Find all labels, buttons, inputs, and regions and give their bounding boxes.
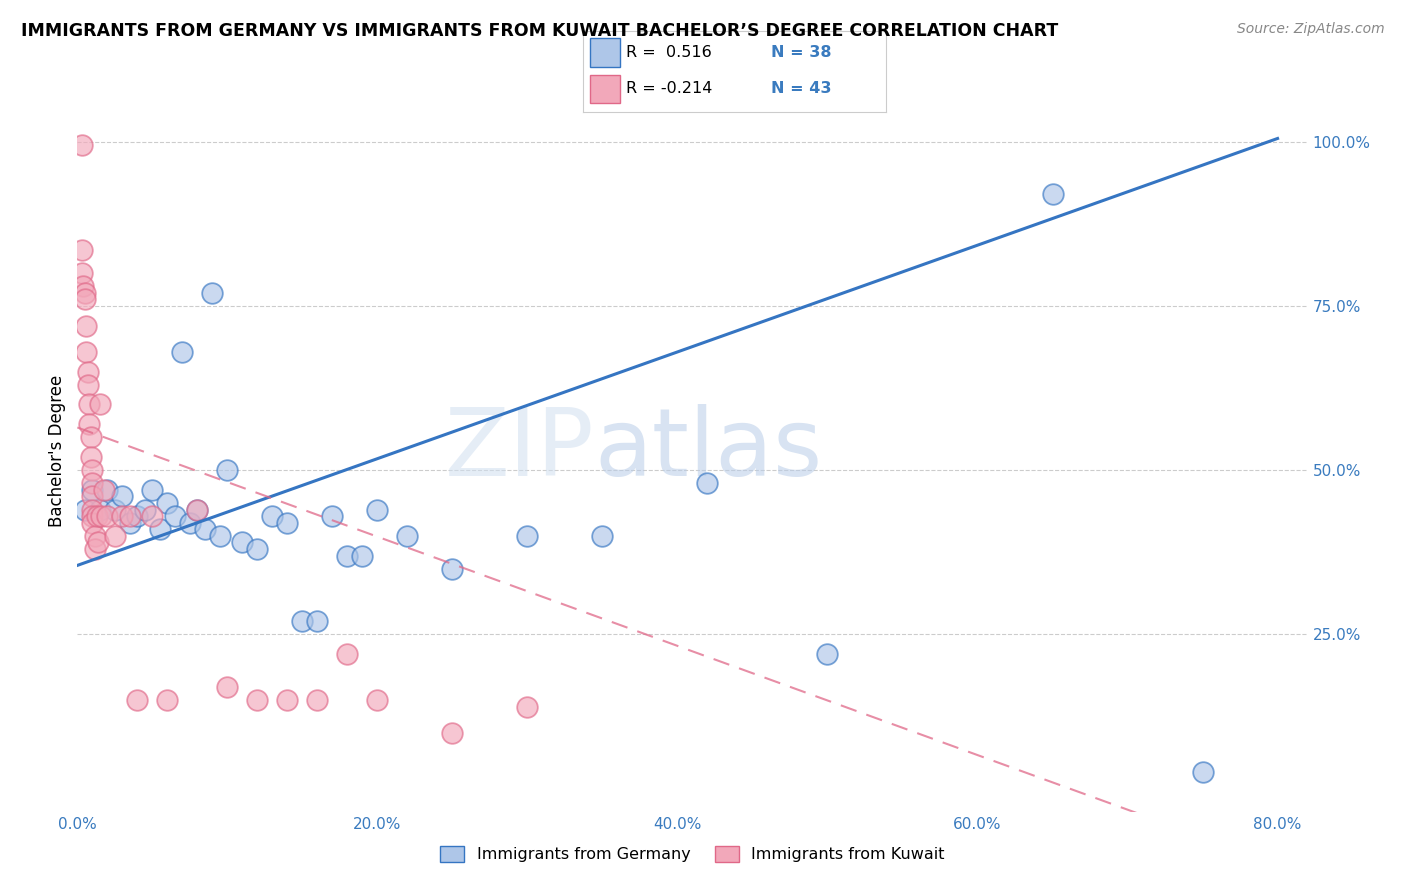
Point <box>366 502 388 516</box>
Point <box>516 529 538 543</box>
Point <box>276 693 298 707</box>
Point <box>82 483 104 497</box>
Point <box>90 509 112 524</box>
Point <box>82 463 104 477</box>
Point <box>80 430 103 444</box>
Point <box>516 699 538 714</box>
Point <box>141 509 163 524</box>
Point <box>87 535 110 549</box>
Point <box>104 529 127 543</box>
Point <box>79 417 101 432</box>
Point <box>82 476 104 491</box>
Point <box>84 541 107 556</box>
Point <box>111 509 134 524</box>
Point <box>73 502 96 516</box>
Point <box>89 397 111 411</box>
Point <box>111 490 134 504</box>
Point <box>76 377 98 392</box>
Point <box>217 463 239 477</box>
Text: N = 43: N = 43 <box>770 81 831 96</box>
Bar <box>589 75 620 103</box>
Point <box>696 476 718 491</box>
Point <box>70 266 93 280</box>
Point <box>201 285 224 300</box>
Point <box>366 693 388 707</box>
Text: R = -0.214: R = -0.214 <box>626 81 713 96</box>
Point <box>1042 187 1064 202</box>
Point <box>118 516 141 530</box>
Point <box>75 345 97 359</box>
Point <box>79 397 101 411</box>
Point <box>179 516 201 530</box>
Point <box>156 693 179 707</box>
Bar <box>589 38 620 68</box>
Point <box>817 647 839 661</box>
Point <box>307 693 329 707</box>
Point <box>156 496 179 510</box>
Point <box>89 502 111 516</box>
Point <box>194 522 217 536</box>
Point <box>70 138 93 153</box>
Point <box>149 522 172 536</box>
Text: ZIP: ZIP <box>444 404 595 497</box>
Point <box>127 509 149 524</box>
Point <box>86 509 108 524</box>
Point <box>352 549 374 563</box>
Text: IMMIGRANTS FROM GERMANY VS IMMIGRANTS FROM KUWAIT BACHELOR’S DEGREE CORRELATION : IMMIGRANTS FROM GERMANY VS IMMIGRANTS FR… <box>21 22 1059 40</box>
Point <box>336 549 359 563</box>
Text: atlas: atlas <box>595 404 823 497</box>
Point <box>186 502 208 516</box>
Point <box>441 562 464 576</box>
Point <box>72 279 94 293</box>
Point <box>104 502 127 516</box>
Point <box>75 318 97 333</box>
Point <box>82 490 104 504</box>
Text: Source: ZipAtlas.com: Source: ZipAtlas.com <box>1237 22 1385 37</box>
Point <box>73 293 96 307</box>
Point <box>80 450 103 464</box>
Point <box>76 365 98 379</box>
Point <box>93 483 115 497</box>
Point <box>336 647 359 661</box>
Point <box>127 693 149 707</box>
Point <box>118 509 141 524</box>
Point <box>163 509 186 524</box>
Y-axis label: Bachelor's Degree: Bachelor's Degree <box>48 375 66 526</box>
Point <box>1191 765 1213 780</box>
Point <box>73 285 96 300</box>
Point <box>231 535 253 549</box>
Point <box>276 516 298 530</box>
Point <box>186 502 208 516</box>
Point <box>262 509 284 524</box>
Point <box>172 345 194 359</box>
Point <box>70 243 93 257</box>
Point <box>217 680 239 694</box>
Text: N = 38: N = 38 <box>770 45 831 60</box>
Point <box>96 483 118 497</box>
Point <box>591 529 613 543</box>
Point <box>141 483 163 497</box>
Point <box>208 529 231 543</box>
Point <box>82 516 104 530</box>
Point <box>134 502 156 516</box>
Legend: Immigrants from Germany, Immigrants from Kuwait: Immigrants from Germany, Immigrants from… <box>433 839 952 869</box>
Point <box>307 614 329 628</box>
Point <box>246 693 269 707</box>
Point <box>246 541 269 556</box>
Point <box>321 509 343 524</box>
Text: R =  0.516: R = 0.516 <box>626 45 711 60</box>
Point <box>84 529 107 543</box>
Point <box>82 509 104 524</box>
Point <box>291 614 314 628</box>
Point <box>96 509 118 524</box>
Point <box>82 502 104 516</box>
Point <box>441 726 464 740</box>
Point <box>396 529 419 543</box>
